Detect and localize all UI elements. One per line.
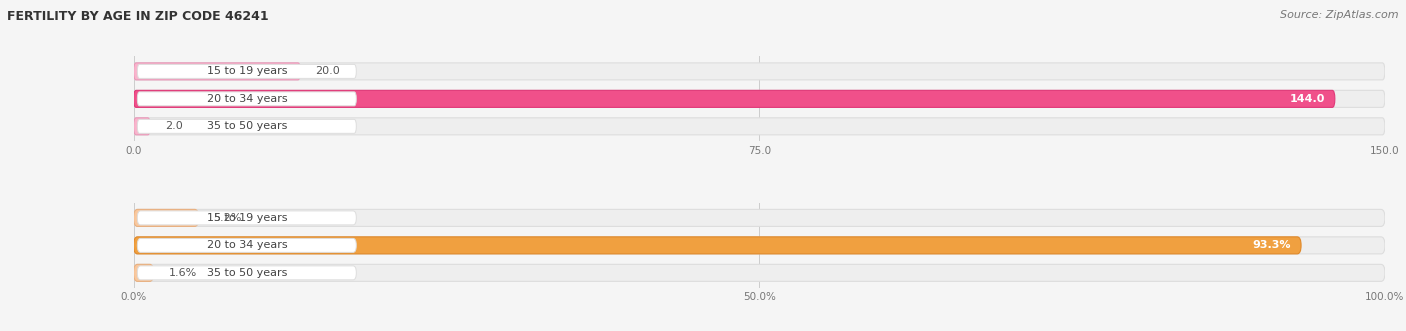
FancyBboxPatch shape: [134, 237, 1385, 254]
Text: 5.2%: 5.2%: [214, 213, 242, 223]
FancyBboxPatch shape: [134, 264, 153, 281]
Text: 20 to 34 years: 20 to 34 years: [207, 94, 287, 104]
FancyBboxPatch shape: [138, 119, 356, 133]
FancyBboxPatch shape: [134, 118, 150, 135]
Text: 20.0: 20.0: [315, 67, 340, 76]
FancyBboxPatch shape: [138, 65, 356, 78]
FancyBboxPatch shape: [138, 238, 356, 252]
FancyBboxPatch shape: [134, 90, 1385, 107]
FancyBboxPatch shape: [134, 264, 1385, 281]
Text: 93.3%: 93.3%: [1253, 240, 1291, 250]
Text: 2.0: 2.0: [166, 121, 183, 131]
FancyBboxPatch shape: [134, 118, 1385, 135]
Text: 20 to 34 years: 20 to 34 years: [207, 240, 287, 250]
FancyBboxPatch shape: [138, 266, 356, 280]
FancyBboxPatch shape: [134, 210, 198, 226]
FancyBboxPatch shape: [138, 92, 356, 106]
FancyBboxPatch shape: [134, 210, 1385, 226]
Text: 15 to 19 years: 15 to 19 years: [207, 213, 287, 223]
Text: Source: ZipAtlas.com: Source: ZipAtlas.com: [1281, 10, 1399, 20]
Text: FERTILITY BY AGE IN ZIP CODE 46241: FERTILITY BY AGE IN ZIP CODE 46241: [7, 10, 269, 23]
Text: 1.6%: 1.6%: [169, 268, 197, 278]
FancyBboxPatch shape: [134, 63, 1385, 80]
Text: 35 to 50 years: 35 to 50 years: [207, 268, 287, 278]
FancyBboxPatch shape: [134, 237, 1301, 254]
FancyBboxPatch shape: [134, 90, 1334, 107]
Text: 144.0: 144.0: [1289, 94, 1324, 104]
Text: 35 to 50 years: 35 to 50 years: [207, 121, 287, 131]
FancyBboxPatch shape: [138, 211, 356, 225]
FancyBboxPatch shape: [134, 63, 301, 80]
Text: 15 to 19 years: 15 to 19 years: [207, 67, 287, 76]
